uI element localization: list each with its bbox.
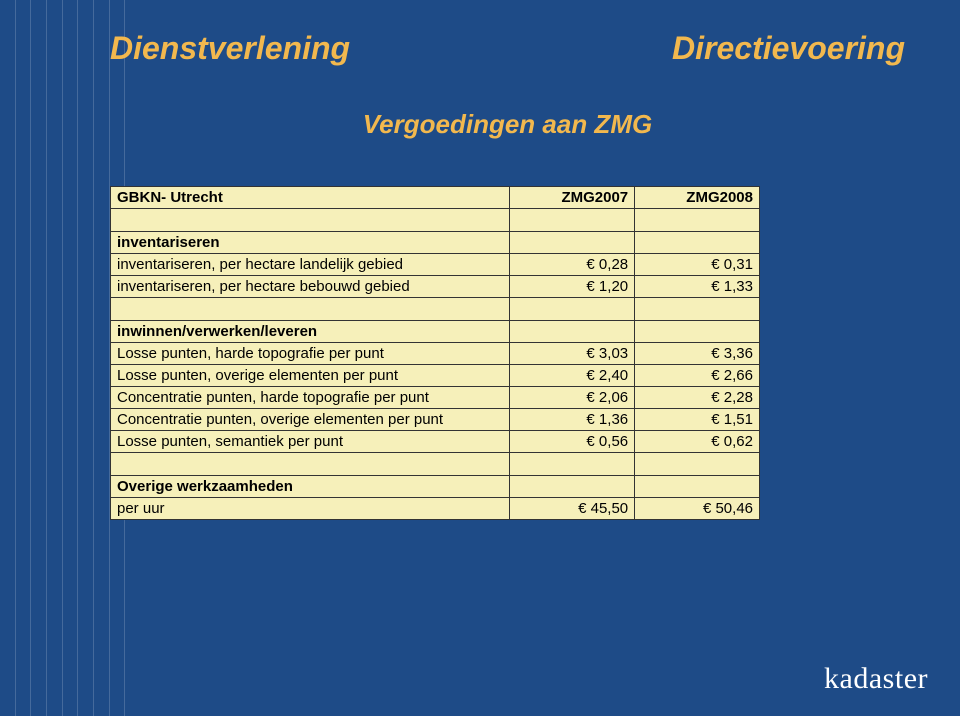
header-row: Dienstverlening Directievoering — [110, 30, 905, 67]
section-name: Overige werkzaamheden — [111, 476, 510, 498]
table-row: per uur € 45,50 € 50,46 — [111, 498, 760, 520]
slide: Dienstverlening Directievoering Vergoedi… — [0, 0, 960, 716]
row-v1: € 2,06 — [510, 387, 635, 409]
table-title: GBKN- Utrecht — [111, 187, 510, 209]
row-v1: € 0,56 — [510, 431, 635, 453]
table-wrapper: GBKN- Utrecht ZMG2007 ZMG2008 inventaris… — [110, 186, 905, 520]
row-v2: € 3,36 — [635, 343, 760, 365]
subtitle: Vergoedingen aan ZMG — [110, 109, 905, 140]
section-name: inwinnen/verwerken/leveren — [111, 321, 510, 343]
table-row: Concentratie punten, overige elementen p… — [111, 409, 760, 431]
table-row: Losse punten, harde topografie per punt … — [111, 343, 760, 365]
table-section-header: Overige werkzaamheden — [111, 476, 760, 498]
row-label: inventariseren, per hectare landelijk ge… — [111, 254, 510, 276]
row-label: Concentratie punten, harde topografie pe… — [111, 387, 510, 409]
table-section-header: inwinnen/verwerken/leveren — [111, 321, 760, 343]
row-v1: € 2,40 — [510, 365, 635, 387]
brand-logo: kadaster — [824, 662, 928, 696]
row-v2: € 2,28 — [635, 387, 760, 409]
header-left: Dienstverlening — [110, 30, 350, 67]
header-right: Directievoering — [672, 30, 905, 67]
row-v2: € 50,46 — [635, 498, 760, 520]
row-label: Losse punten, semantiek per punt — [111, 431, 510, 453]
rates-table: GBKN- Utrecht ZMG2007 ZMG2008 inventaris… — [110, 186, 760, 520]
table-header-row: GBKN- Utrecht ZMG2007 ZMG2008 — [111, 187, 760, 209]
row-v2: € 1,33 — [635, 276, 760, 298]
row-v1: € 1,36 — [510, 409, 635, 431]
section-name: inventariseren — [111, 232, 510, 254]
row-v2: € 2,66 — [635, 365, 760, 387]
table-col1: ZMG2007 — [510, 187, 635, 209]
row-label: Losse punten, overige elementen per punt — [111, 365, 510, 387]
table-col2: ZMG2008 — [635, 187, 760, 209]
row-v2: € 1,51 — [635, 409, 760, 431]
content-area: Dienstverlening Directievoering Vergoedi… — [110, 30, 905, 520]
row-label: inventariseren, per hectare bebouwd gebi… — [111, 276, 510, 298]
table-row: inventariseren, per hectare bebouwd gebi… — [111, 276, 760, 298]
table-spacer — [111, 298, 760, 321]
table-spacer — [111, 209, 760, 232]
row-label: Concentratie punten, overige elementen p… — [111, 409, 510, 431]
table-section-header: inventariseren — [111, 232, 760, 254]
row-label: per uur — [111, 498, 510, 520]
row-v1: € 0,28 — [510, 254, 635, 276]
table-row: Concentratie punten, harde topografie pe… — [111, 387, 760, 409]
table-row: inventariseren, per hectare landelijk ge… — [111, 254, 760, 276]
table-row: Losse punten, overige elementen per punt… — [111, 365, 760, 387]
row-v2: € 0,62 — [635, 431, 760, 453]
row-label: Losse punten, harde topografie per punt — [111, 343, 510, 365]
row-v2: € 0,31 — [635, 254, 760, 276]
table-row: Losse punten, semantiek per punt € 0,56 … — [111, 431, 760, 453]
table-spacer — [111, 453, 760, 476]
row-v1: € 3,03 — [510, 343, 635, 365]
row-v1: € 1,20 — [510, 276, 635, 298]
row-v1: € 45,50 — [510, 498, 635, 520]
